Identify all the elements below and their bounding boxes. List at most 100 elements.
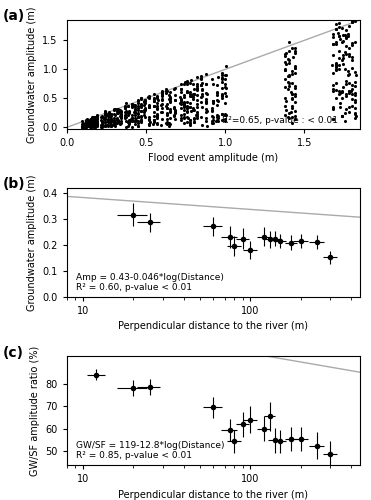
Point xyxy=(223,62,229,70)
Point xyxy=(187,79,193,87)
Point xyxy=(352,78,358,86)
Point xyxy=(283,49,289,57)
Point xyxy=(292,64,298,72)
Point xyxy=(102,107,108,115)
Point xyxy=(349,56,355,64)
Point xyxy=(89,117,95,125)
Point xyxy=(99,114,105,122)
Point xyxy=(177,94,183,102)
Point xyxy=(135,114,141,122)
Point xyxy=(111,118,117,126)
Point xyxy=(151,112,157,120)
Point xyxy=(111,106,117,114)
Point xyxy=(94,117,100,125)
Point xyxy=(345,32,351,40)
Point xyxy=(181,106,187,114)
Point xyxy=(83,122,89,130)
Point xyxy=(118,108,124,116)
Point xyxy=(146,115,152,123)
Point xyxy=(187,104,193,112)
Point xyxy=(286,48,292,56)
Point xyxy=(146,120,152,128)
Point xyxy=(222,115,228,123)
Point xyxy=(164,118,170,126)
Point xyxy=(167,120,173,128)
Point xyxy=(330,104,336,112)
Point xyxy=(111,121,117,129)
Point xyxy=(88,116,93,124)
Point xyxy=(339,52,345,60)
Point xyxy=(203,80,209,88)
Point xyxy=(83,121,89,129)
Point xyxy=(215,98,221,106)
Point xyxy=(122,99,128,107)
Point xyxy=(117,112,123,120)
Point xyxy=(336,65,342,73)
Point xyxy=(349,85,355,93)
Text: (a): (a) xyxy=(2,9,24,23)
Point xyxy=(167,96,173,104)
Point xyxy=(190,90,196,98)
Point xyxy=(184,102,190,110)
Point xyxy=(194,112,200,120)
Point xyxy=(187,88,193,96)
X-axis label: Perpendicular distance to the river (m): Perpendicular distance to the river (m) xyxy=(118,322,308,332)
Point xyxy=(132,101,138,109)
Point xyxy=(125,108,131,116)
Point xyxy=(99,122,105,130)
Point xyxy=(219,78,225,86)
Point xyxy=(135,110,141,118)
Point xyxy=(102,109,108,117)
Point xyxy=(105,116,111,124)
Point xyxy=(118,112,124,120)
Point xyxy=(126,120,132,128)
Point xyxy=(330,86,336,94)
Point xyxy=(292,44,298,52)
Point xyxy=(154,119,160,127)
Point xyxy=(352,82,358,90)
Point xyxy=(123,109,129,117)
Point xyxy=(171,104,177,112)
Point xyxy=(339,38,345,46)
Point xyxy=(159,115,165,123)
Point xyxy=(142,104,148,112)
Point xyxy=(94,110,100,118)
Point xyxy=(138,106,144,114)
Point xyxy=(198,98,204,106)
Point xyxy=(118,119,124,127)
Point xyxy=(292,112,298,120)
Point xyxy=(330,103,336,111)
Point xyxy=(132,106,138,114)
Point xyxy=(94,112,100,120)
Point xyxy=(105,118,111,126)
Point xyxy=(92,114,98,122)
Point xyxy=(88,115,93,123)
Point xyxy=(345,66,351,74)
Point xyxy=(184,88,190,96)
Point xyxy=(172,108,178,116)
Point xyxy=(135,113,141,121)
Point xyxy=(210,96,216,104)
Point xyxy=(181,110,187,118)
Point xyxy=(99,113,105,121)
Point xyxy=(191,85,197,93)
Point xyxy=(191,90,197,98)
Point xyxy=(132,101,138,109)
Point xyxy=(94,122,100,130)
Point xyxy=(105,122,111,130)
Point xyxy=(282,50,288,58)
Point xyxy=(194,91,200,99)
Point xyxy=(88,115,94,123)
Point xyxy=(122,123,128,131)
Point xyxy=(331,88,336,96)
Point xyxy=(286,38,292,46)
Point xyxy=(283,106,289,114)
Point xyxy=(163,119,169,127)
Point xyxy=(181,102,187,110)
Point xyxy=(114,106,120,114)
Point xyxy=(339,83,345,91)
Point xyxy=(219,116,225,124)
Point xyxy=(282,52,288,60)
Point xyxy=(346,79,352,87)
Point xyxy=(83,120,89,128)
